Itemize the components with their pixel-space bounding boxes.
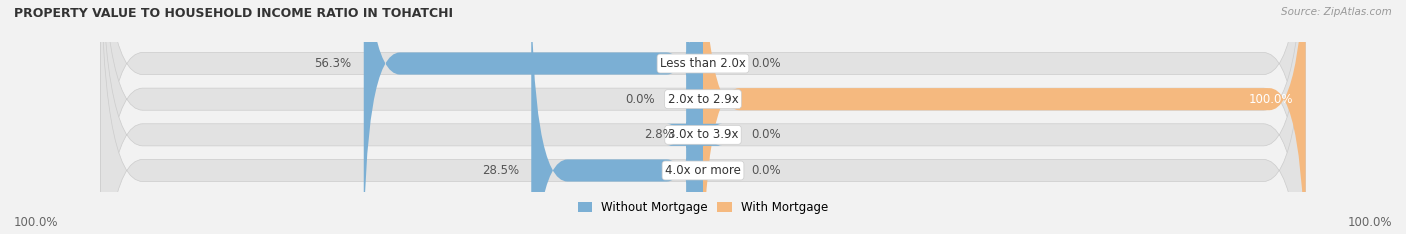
Text: 0.0%: 0.0% (751, 128, 780, 141)
FancyBboxPatch shape (100, 0, 1306, 234)
Legend: Without Mortgage, With Mortgage: Without Mortgage, With Mortgage (574, 197, 832, 219)
Text: 100.0%: 100.0% (1347, 216, 1392, 229)
FancyBboxPatch shape (531, 0, 703, 234)
Text: 2.8%: 2.8% (644, 128, 673, 141)
Text: 0.0%: 0.0% (626, 93, 655, 106)
FancyBboxPatch shape (364, 0, 703, 234)
Text: 100.0%: 100.0% (14, 216, 59, 229)
FancyBboxPatch shape (703, 0, 1306, 234)
Text: Less than 2.0x: Less than 2.0x (659, 57, 747, 70)
Text: 4.0x or more: 4.0x or more (665, 164, 741, 177)
Text: 0.0%: 0.0% (751, 164, 780, 177)
Text: 100.0%: 100.0% (1249, 93, 1294, 106)
Text: 28.5%: 28.5% (482, 164, 519, 177)
FancyBboxPatch shape (100, 0, 1306, 234)
Text: 0.0%: 0.0% (751, 57, 780, 70)
FancyBboxPatch shape (100, 0, 1306, 234)
Text: 56.3%: 56.3% (315, 57, 352, 70)
Text: Source: ZipAtlas.com: Source: ZipAtlas.com (1281, 7, 1392, 17)
FancyBboxPatch shape (666, 0, 723, 234)
Text: 2.0x to 2.9x: 2.0x to 2.9x (668, 93, 738, 106)
Text: PROPERTY VALUE TO HOUSEHOLD INCOME RATIO IN TOHATCHI: PROPERTY VALUE TO HOUSEHOLD INCOME RATIO… (14, 7, 453, 20)
FancyBboxPatch shape (100, 0, 1306, 234)
Text: 3.0x to 3.9x: 3.0x to 3.9x (668, 128, 738, 141)
